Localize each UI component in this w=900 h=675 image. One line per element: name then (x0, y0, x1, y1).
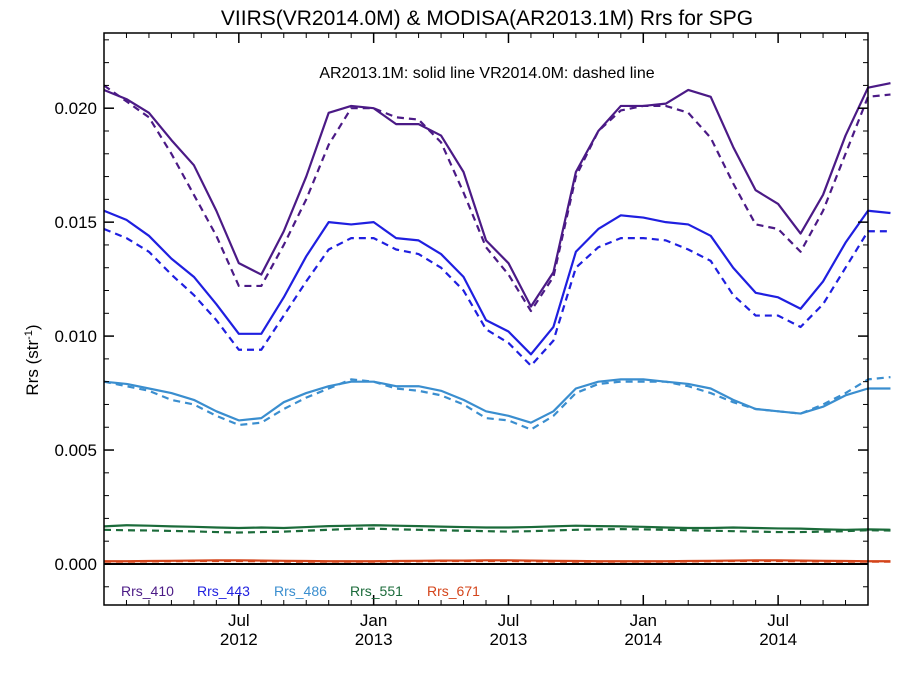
x-tick-label-month: Jul (228, 611, 250, 630)
series-rrs-443-solid-line (103, 209, 891, 356)
x-tick-label-year: 2014 (759, 630, 797, 649)
y-tick-label: 0.015 (54, 213, 97, 232)
x-tick-label-month: Jul (767, 611, 789, 630)
chart-annotation: AR2013.1M: solid line VR2014.0M: dashed … (319, 65, 654, 82)
y-tick-label: 0.020 (54, 99, 97, 118)
y-tick-label: 0.000 (54, 555, 97, 574)
plot-area (103, 82, 891, 565)
x-tick-label-year: 2014 (624, 630, 662, 649)
x-tick-label-month: Jan (630, 611, 657, 630)
x-tick-label-year: 2013 (490, 630, 528, 649)
series-rrs-410-dashed-line (103, 84, 891, 313)
legend-item-rrs-671: Rrs_671 (427, 583, 480, 599)
x-tick-label-year: 2013 (355, 630, 393, 649)
x-tick-label-month: Jul (498, 611, 520, 630)
series-rrs-551-solid-line (103, 524, 891, 531)
x-tick-label-year: 2012 (220, 630, 258, 649)
legend: Rrs_410 Rrs_443 Rrs_486 Rrs_551 Rrs_671 (121, 583, 480, 599)
y-axis-label: Rrs (str-1) (23, 324, 42, 395)
y-tick-label: 0.010 (54, 327, 97, 346)
y-tick-label: 0.005 (54, 441, 97, 460)
series-rrs-671-solid-line (104, 559, 891, 563)
x-tick-label-month: Jan (360, 611, 387, 630)
chart-title: VIIRS(VR2014.0M) & MODISA(AR2013.1M) Rrs… (221, 7, 753, 30)
legend-item-rrs-410: Rrs_410 (121, 583, 174, 599)
legend-item-rrs-443: Rrs_443 (197, 583, 250, 599)
axes: 0.0000.0050.0100.0150.020Jul2012Jan2013J… (54, 32, 869, 649)
y-axis-label-sup: -1 (23, 330, 35, 340)
y-axis-label-close: ) (23, 324, 42, 330)
legend-item-rrs-551: Rrs_551 (350, 583, 403, 599)
y-axis-label-main: Rrs (str (23, 340, 42, 396)
series-rrs-410-solid-line (103, 82, 891, 308)
legend-item-rrs-486: Rrs_486 (274, 583, 327, 599)
svg-text:Rrs (str-1): Rrs (str-1) (23, 324, 42, 395)
series-rrs-486-solid-line (103, 378, 891, 424)
series-rrs-486-dashed-line (103, 376, 891, 431)
series-rrs-443-dashed-line (103, 227, 891, 367)
